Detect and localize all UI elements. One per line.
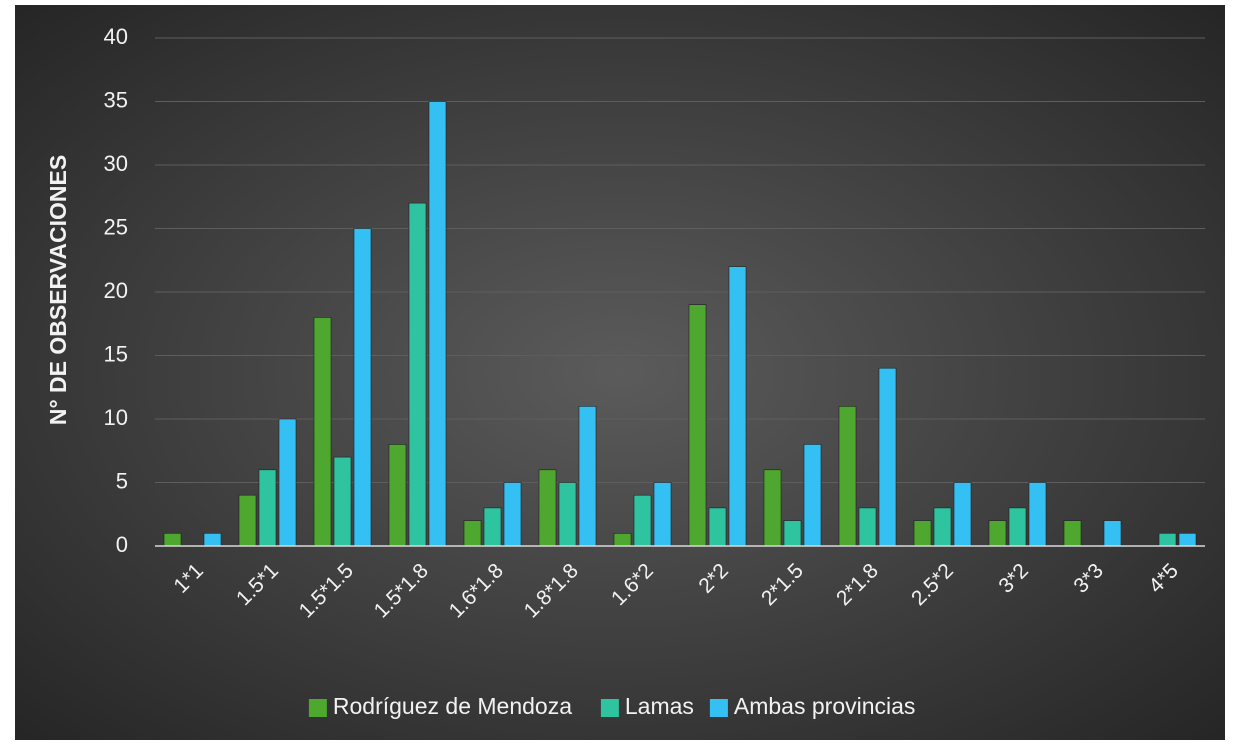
bar [878,367,897,547]
bar [783,520,802,547]
bar [408,202,427,547]
bar [353,228,372,547]
bar [1178,532,1197,547]
legend-swatch [709,699,728,717]
bar [953,482,972,547]
bar [313,317,332,547]
bar [163,532,182,547]
bar [503,482,522,547]
bar [483,507,502,547]
y-tick-label: 15 [104,341,128,366]
bar [1028,482,1047,547]
bar [578,405,597,547]
bar [258,469,277,547]
bar [708,507,727,547]
bar [803,444,822,547]
y-tick-label: 10 [104,405,128,430]
y-tick-label: 40 [104,24,128,49]
bar [653,482,672,547]
bar [428,101,447,547]
bar [1103,520,1122,547]
bar [838,405,857,547]
legend-label: Ambas provincias [734,693,916,719]
bar [728,266,747,547]
bar [203,532,222,547]
bar [1008,507,1027,547]
y-tick-label: 0 [116,532,128,557]
bar [238,494,257,547]
bar [613,532,632,547]
legend-swatch [308,699,327,717]
bar [763,469,782,547]
bar [988,520,1007,547]
legend-label: Lamas [625,693,694,719]
bar [538,469,557,547]
bar [333,456,352,547]
bar [558,482,577,547]
bar [858,507,877,547]
y-tick-label: 20 [104,278,128,303]
y-tick-label: 30 [104,151,128,176]
bar [1158,532,1177,547]
bar [933,507,952,547]
bar [278,418,297,547]
chart-background [15,5,1225,740]
bar [913,520,932,547]
y-axis-label: N° DE OBSERVACIONES [45,155,71,425]
bar [463,520,482,547]
y-tick-label: 25 [104,214,128,239]
y-tick-label: 5 [116,468,128,493]
legend-swatch [600,699,619,717]
bar [388,444,407,547]
bar [633,494,652,547]
y-tick-label: 35 [104,87,128,112]
bar [1063,520,1082,547]
bar [688,304,707,547]
legend-label: Rodríguez de Mendoza [333,693,572,719]
